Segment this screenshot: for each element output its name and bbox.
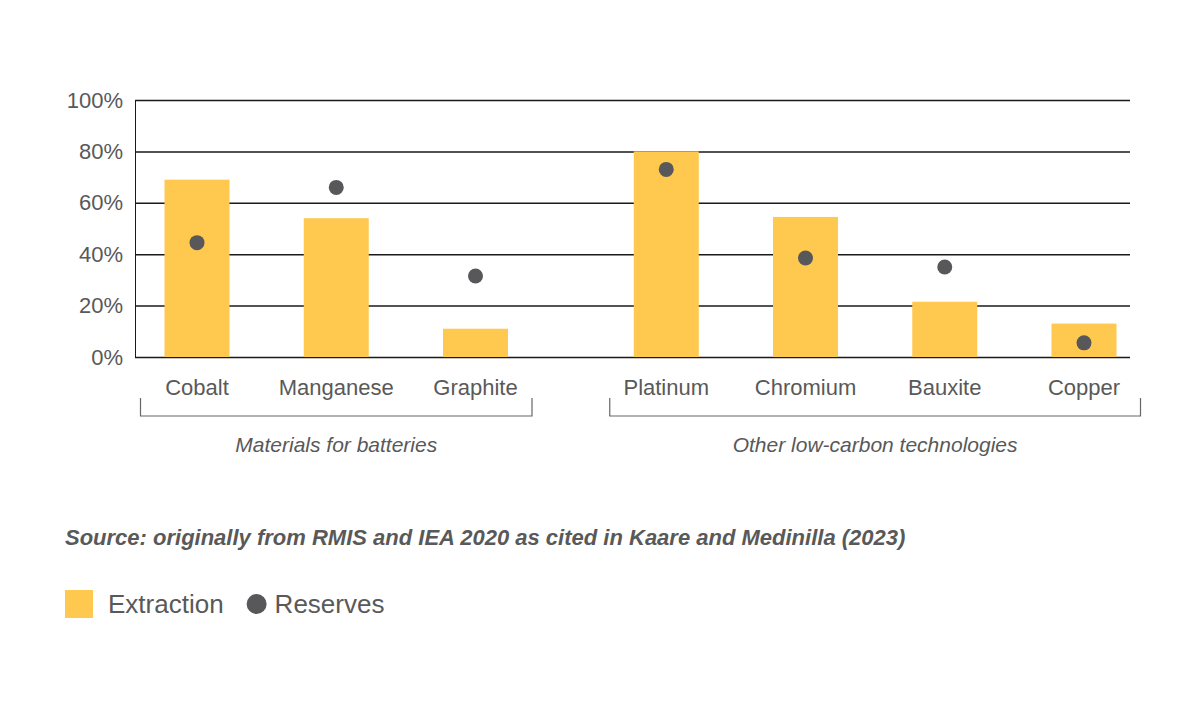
grid-line: [135, 100, 1130, 102]
point: [468, 269, 483, 284]
x-tick-label: Graphite: [433, 375, 517, 400]
group-bracket: [610, 398, 1141, 416]
marks: [165, 151, 1117, 357]
bar: [304, 218, 369, 357]
x-tick-label: Chromium: [755, 375, 856, 400]
legend-item: Reserves: [247, 589, 385, 619]
point: [1077, 335, 1092, 350]
y-tick-label: 20%: [79, 293, 123, 318]
grid-line: [135, 305, 1130, 307]
bar: [443, 329, 508, 357]
grid-line: [135, 357, 1130, 359]
group-label: Other low-carbon technologies: [733, 433, 1018, 456]
point: [937, 260, 952, 275]
y-tick: 80%: [79, 139, 1130, 164]
y-tick: 60%: [79, 190, 1130, 215]
y-axis-line: [136, 101, 1131, 358]
x-tick-label: Manganese: [279, 375, 394, 400]
group-label: Materials for batteries: [235, 433, 437, 456]
legend: Extraction Reserves: [65, 589, 384, 619]
point: [659, 162, 674, 177]
x-tick-label: Copper: [1048, 375, 1120, 400]
source: Source: originally from RMIS and IEA 202…: [65, 525, 905, 550]
bar: [634, 151, 699, 357]
legend-label: Extraction: [108, 589, 224, 619]
y-tick-label: 40%: [79, 242, 123, 267]
bar: [912, 302, 977, 357]
y-tick-label: 80%: [79, 139, 123, 164]
group-bracket: [141, 398, 532, 416]
legend-label: Reserves: [275, 589, 385, 619]
chart: 0% 20% 40% 60% 80% 100% Cobalt Manganese Graphit…: [0, 0, 1200, 706]
x-tick-label: Cobalt: [165, 375, 229, 400]
y-axis: 0% 20% 40% 60% 80% 100%: [67, 88, 1130, 370]
point: [190, 235, 205, 250]
legend-item: Extraction: [65, 589, 224, 619]
point: [329, 180, 344, 195]
legend-swatch: [65, 590, 93, 618]
y-tick-label: 100%: [67, 88, 123, 113]
x-tick-label: Bauxite: [908, 375, 981, 400]
grid-line: [135, 203, 1130, 205]
legend-swatch: [247, 594, 267, 614]
y-tick-label: 60%: [79, 190, 123, 215]
y-tick-label: 0%: [91, 345, 123, 370]
grid-line: [135, 151, 1130, 153]
category-groups: Materials for batteries Other low-carbon …: [141, 398, 1141, 456]
bar: [165, 180, 230, 357]
bar: [1052, 324, 1117, 357]
grid-line: [135, 254, 1130, 256]
y-tick: 40%: [79, 242, 1130, 267]
x-tick-label: Platinum: [623, 375, 709, 400]
y-tick: 100%: [67, 88, 1130, 113]
point: [798, 251, 813, 266]
x-axis: Cobalt Manganese Graphite Platinum Chromium B…: [165, 375, 1120, 400]
bar: [773, 217, 838, 357]
